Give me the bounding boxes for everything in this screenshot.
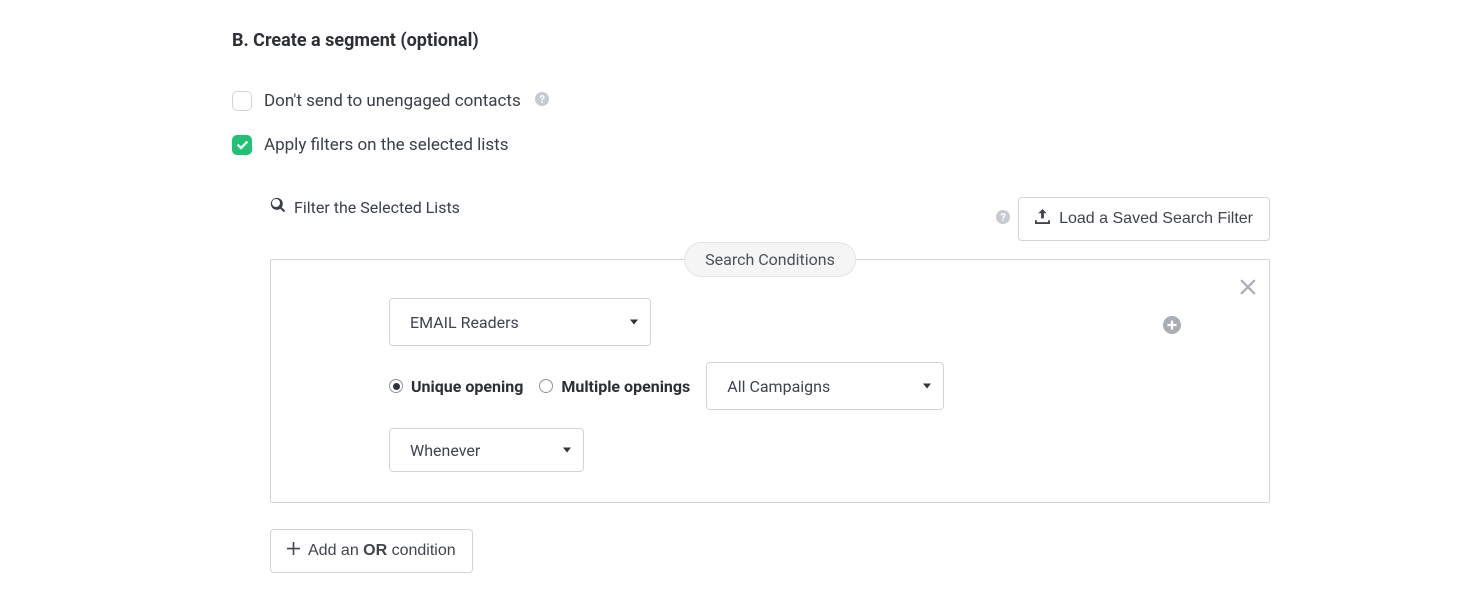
plus-icon: [287, 542, 300, 560]
load-saved-filter-button[interactable]: Load a Saved Search Filter: [1018, 197, 1270, 241]
chevron-down-icon: [630, 320, 638, 325]
help-icon[interactable]: [996, 210, 1010, 224]
add-or-bold: OR: [363, 542, 387, 559]
unique-opening-radio[interactable]: Unique opening: [389, 377, 523, 396]
add-or-prefix: Add an: [308, 542, 363, 559]
radio-input-checked[interactable]: [389, 379, 403, 393]
close-icon[interactable]: [1239, 278, 1257, 300]
add-or-suffix: condition: [387, 542, 456, 559]
add-or-label: Add an OR condition: [308, 542, 456, 560]
unengaged-checkbox[interactable]: [232, 91, 252, 111]
help-icon[interactable]: [535, 92, 549, 106]
load-saved-filter-label: Load a Saved Search Filter: [1059, 210, 1253, 228]
unengaged-label: Don't send to unengaged contacts: [264, 91, 521, 111]
multiple-openings-radio[interactable]: Multiple openings: [539, 377, 690, 396]
chevron-down-icon: [923, 384, 931, 389]
radio-input[interactable]: [539, 379, 553, 393]
unengaged-checkbox-row[interactable]: Don't send to unengaged contacts: [232, 91, 1270, 111]
apply-filters-checkbox[interactable]: [232, 135, 252, 155]
condition-type-select[interactable]: EMAIL Readers: [389, 298, 651, 346]
apply-filters-checkbox-row[interactable]: Apply filters on the selected lists: [232, 135, 1270, 155]
unique-opening-label: Unique opening: [411, 377, 523, 396]
campaign-select-value: All Campaigns: [727, 377, 830, 396]
condition-type-value: EMAIL Readers: [410, 313, 519, 332]
upload-icon: [1035, 209, 1050, 229]
apply-filters-label: Apply filters on the selected lists: [264, 135, 509, 155]
campaign-select[interactable]: All Campaigns: [706, 362, 944, 410]
chevron-down-icon: [563, 448, 571, 453]
multiple-openings-label: Multiple openings: [561, 377, 690, 396]
section-title: B. Create a segment (optional): [232, 30, 1270, 51]
search-icon: [270, 197, 286, 217]
when-select[interactable]: Whenever: [389, 428, 584, 472]
search-conditions-fieldset: Search Conditions EMAIL Readers Unique o…: [270, 259, 1270, 503]
when-select-value: Whenever: [410, 441, 480, 460]
add-condition-icon[interactable]: [1163, 316, 1181, 338]
search-conditions-legend: Search Conditions: [684, 242, 856, 277]
add-or-condition-button[interactable]: Add an OR condition: [270, 529, 473, 573]
filter-title: Filter the Selected Lists: [294, 198, 460, 217]
